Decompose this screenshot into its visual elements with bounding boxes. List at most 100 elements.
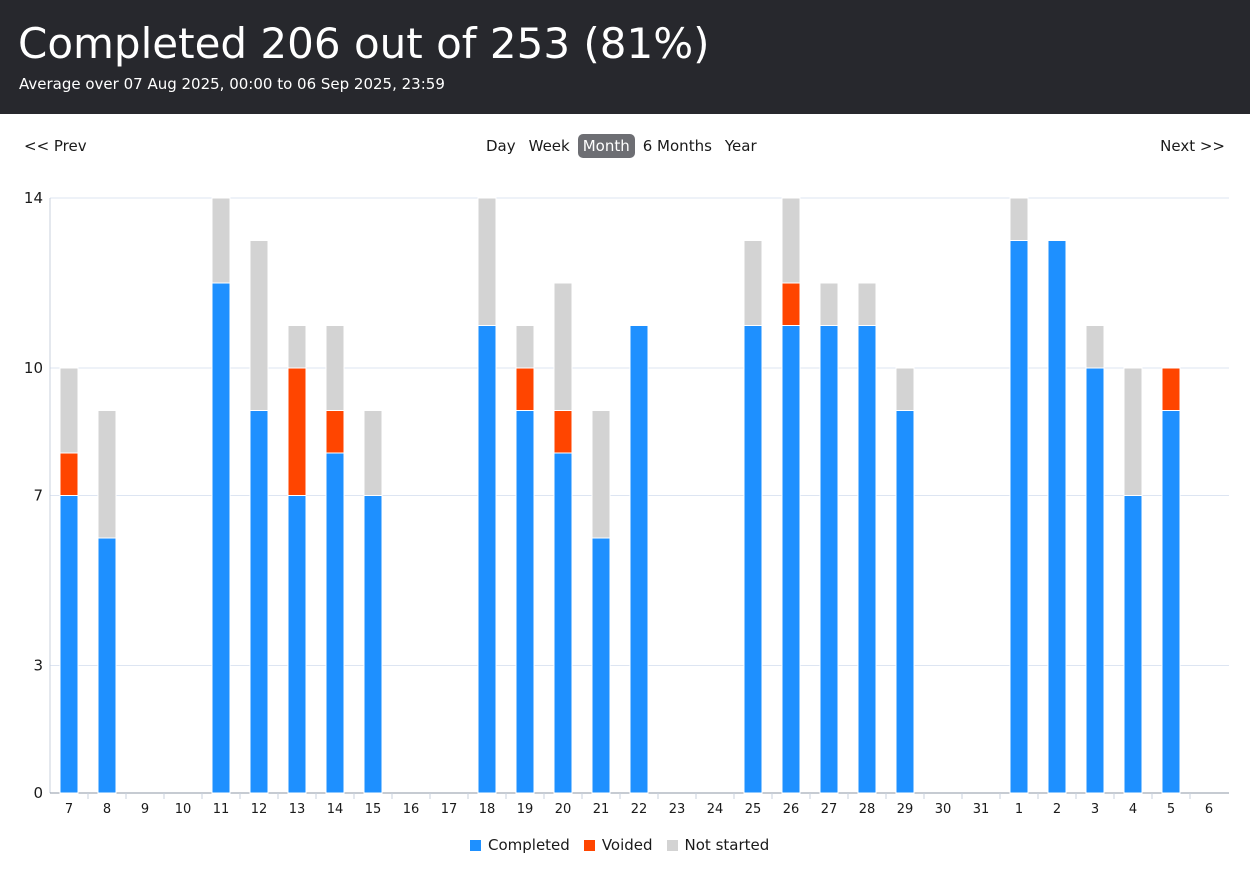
bar-completed-11	[211, 282, 231, 794]
x-tick-label: 6	[1205, 802, 1213, 817]
bar-voided-13	[287, 367, 307, 496]
x-tick-label: 1	[1015, 802, 1023, 817]
x-tick-label: 2	[1053, 802, 1061, 817]
x-tick-label: 13	[289, 802, 306, 817]
legend-swatch-voided	[583, 839, 595, 851]
bar-not-started-3	[1085, 325, 1105, 369]
bar-not-started-13	[287, 325, 307, 369]
x-tick-label: 3	[1091, 802, 1099, 817]
bar-not-started-1	[1009, 197, 1029, 241]
legend-item-not-started[interactable]: Not started	[666, 836, 770, 854]
bar-completed-25	[743, 325, 763, 794]
bar-not-started-18	[477, 197, 497, 326]
x-tick-label: 28	[859, 802, 876, 817]
bar-completed-2	[1047, 240, 1067, 794]
bar-voided-19	[515, 367, 535, 411]
x-tick-label: 16	[403, 802, 420, 817]
x-tick-label: 12	[251, 802, 268, 817]
bar-not-started-27	[819, 282, 839, 326]
bar-not-started-14	[325, 325, 345, 411]
bar-voided-20	[553, 410, 573, 454]
bar-not-started-29	[895, 367, 915, 411]
bar-completed-5	[1161, 410, 1181, 794]
bar-not-started-20	[553, 282, 573, 411]
bar-completed-8	[97, 537, 117, 794]
bar-voided-5	[1161, 367, 1181, 411]
prev-button[interactable]: << Prev	[24, 137, 87, 155]
x-tick-label: 29	[897, 802, 914, 817]
bar-completed-20	[553, 452, 573, 794]
chart-legend: Completed Voided Not started	[470, 834, 769, 856]
x-tick-label: 25	[745, 802, 762, 817]
bar-completed-7	[59, 495, 79, 794]
date-range-subtitle: Average over 07 Aug 2025, 00:00 to 06 Se…	[19, 75, 445, 93]
x-tick-label: 11	[213, 802, 230, 817]
x-tick-label: 7	[65, 802, 73, 817]
bar-completed-13	[287, 495, 307, 794]
x-tick-label: 5	[1167, 802, 1175, 817]
bar-completed-19	[515, 410, 535, 794]
bar-not-started-25	[743, 240, 763, 326]
bar-not-started-8	[97, 410, 117, 539]
x-tick-label: 27	[821, 802, 838, 817]
legend-swatch-completed	[470, 839, 481, 851]
y-tick-label: 3	[33, 657, 43, 675]
y-tick-label: 0	[33, 784, 43, 802]
range-tabs: Day Week Month 6 Months Year	[481, 133, 762, 159]
x-tick-label: 31	[973, 802, 990, 817]
next-button[interactable]: Next >>	[1160, 137, 1225, 155]
tab-day[interactable]: Day	[486, 137, 516, 155]
tab-month[interactable]: Month	[577, 134, 635, 158]
x-tick-label: 17	[441, 802, 458, 817]
y-tick-label: 7	[33, 487, 43, 505]
bar-completed-26	[781, 325, 801, 794]
bar-completed-18	[477, 325, 497, 794]
x-tick-label: 26	[783, 802, 800, 817]
bar-not-started-21	[591, 410, 611, 539]
tab-year[interactable]: Year	[724, 137, 757, 155]
bar-voided-14	[325, 410, 345, 454]
x-tick-label: 21	[593, 802, 610, 817]
x-tick-label: 22	[631, 802, 648, 817]
tab-6-months[interactable]: 6 Months	[642, 137, 712, 155]
bar-not-started-26	[781, 197, 801, 284]
bar-voided-26	[781, 282, 801, 326]
page-header: Completed 206 out of 253 (81%) Average o…	[0, 0, 1250, 114]
bar-completed-21	[591, 537, 611, 794]
x-tick-label: 14	[327, 802, 344, 817]
legend-label-not-started: Not started	[684, 836, 770, 854]
legend-label-completed: Completed	[488, 836, 570, 854]
x-tick-label: 30	[935, 802, 952, 817]
bar-completed-22	[629, 325, 649, 794]
bar-not-started-12	[249, 240, 269, 411]
bar-completed-29	[895, 410, 915, 794]
bar-completed-14	[325, 452, 345, 794]
bar-voided-7	[59, 452, 79, 496]
bar-completed-3	[1085, 367, 1105, 794]
x-tick-label: 18	[479, 802, 496, 817]
page-title: Completed 206 out of 253 (81%)	[18, 19, 710, 68]
x-tick-label: 19	[517, 802, 534, 817]
x-tick-label: 10	[175, 802, 192, 817]
bar-not-started-28	[857, 282, 877, 326]
y-tick-label: 14	[24, 189, 43, 207]
bar-completed-27	[819, 325, 839, 794]
bar-not-started-4	[1123, 367, 1143, 496]
legend-item-voided[interactable]: Voided	[583, 836, 653, 854]
bar-completed-4	[1123, 495, 1143, 794]
x-tick-label: 23	[669, 802, 686, 817]
bar-completed-12	[249, 410, 269, 794]
y-tick-label: 10	[24, 359, 43, 377]
legend-item-completed[interactable]: Completed	[470, 836, 570, 854]
bar-not-started-11	[211, 197, 231, 284]
x-tick-label: 24	[707, 802, 724, 817]
tab-week[interactable]: Week	[528, 137, 570, 155]
x-tick-label: 20	[555, 802, 572, 817]
bar-not-started-15	[363, 410, 383, 496]
bar-completed-28	[857, 325, 877, 794]
bar-completed-15	[363, 495, 383, 794]
bar-completed-1	[1009, 240, 1029, 794]
x-tick-label: 9	[141, 802, 149, 817]
legend-swatch-not-started	[666, 839, 678, 851]
